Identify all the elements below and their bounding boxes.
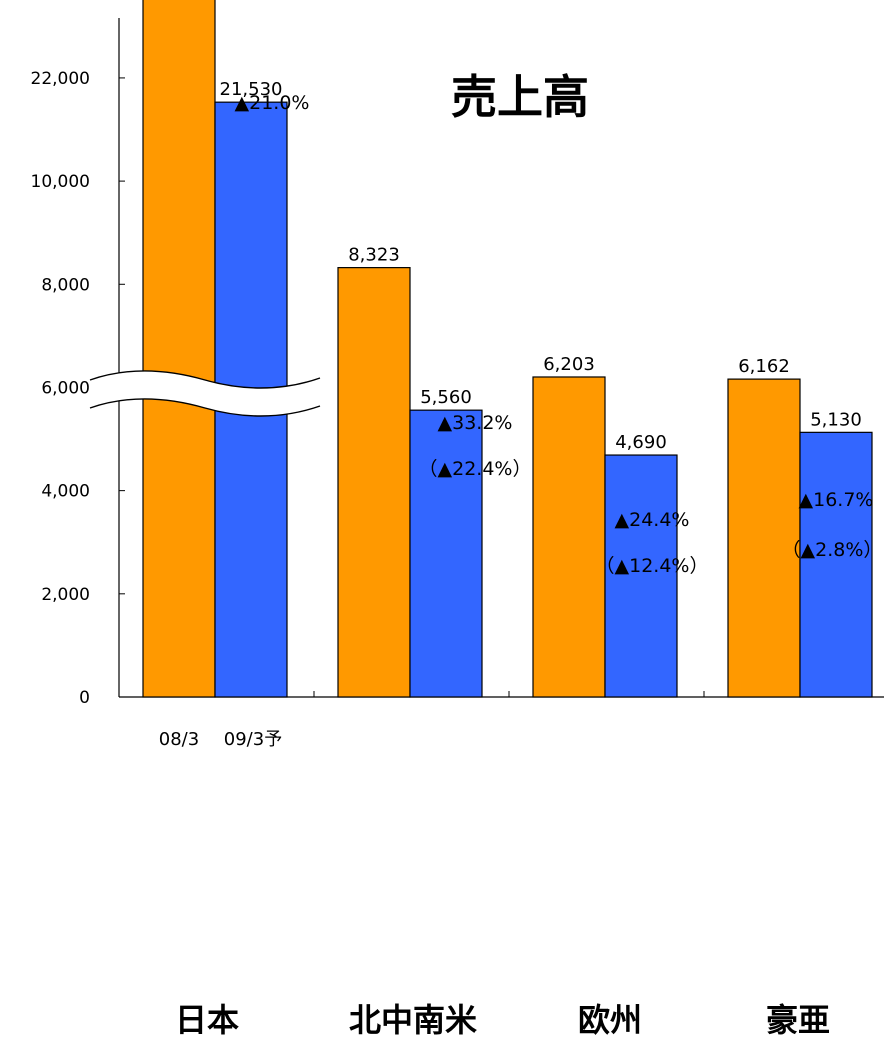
value-label: 8,323	[348, 245, 400, 266]
change-label-sub: （▲22.4%）	[419, 458, 532, 480]
change-label: ▲24.4%	[615, 509, 690, 531]
bar-prev	[142, 0, 216, 698]
category-label: 日本	[175, 1001, 239, 1039]
y-tick-label: 6,000	[41, 378, 90, 398]
axis-break	[89, 370, 321, 417]
y-tick-label: 2,000	[41, 585, 90, 605]
category-label: 豪亜	[766, 1001, 830, 1039]
bar-forecast	[799, 431, 873, 698]
bar-prev	[727, 378, 801, 698]
change-label: ▲33.2%	[438, 412, 513, 434]
chart-title: 売上高	[451, 70, 589, 124]
change-label-sub: （▲12.4%）	[596, 555, 709, 577]
change-labels: ▲21.0% ▲33.2% （▲22.4%） ▲24.4% （▲12.4%） ▲16.7%…	[235, 92, 883, 577]
change-label: ▲21.0%	[235, 92, 310, 114]
y-tick-label: 8,000	[41, 275, 90, 295]
y-tick-label: 0	[79, 688, 90, 708]
value-label: 6,162	[738, 356, 790, 377]
bar-prev	[337, 267, 411, 698]
value-label: 6,203	[543, 354, 595, 375]
value-label: 5,130	[810, 409, 862, 430]
value-label: 21,530	[220, 79, 283, 100]
value-label: 5,560	[420, 387, 472, 408]
category-label: 北中南米	[349, 1001, 477, 1039]
y-tick-label: 22,000	[31, 69, 90, 89]
axis-break-gap	[90, 370, 320, 416]
bar-forecast	[409, 409, 483, 698]
category-axis: 日本 北中南米 欧州 豪亜	[175, 1001, 830, 1039]
category-label: 欧州	[578, 1001, 642, 1039]
value-labels: 27,2598,3236,2036,16221,5305,5604,6905,1…	[220, 79, 862, 453]
y-tick-label: 4,000	[41, 482, 90, 502]
bar-prev	[532, 376, 606, 698]
y-tick-label: 10,000	[31, 172, 90, 192]
axis-break-line-upper	[89, 370, 321, 389]
value-label: 4,690	[615, 432, 667, 453]
y-axis: 02,0004,0006,0008,00010,00022,00024,0002…	[31, 18, 884, 708]
change-label-sub: （▲2.8%）	[782, 539, 883, 561]
change-label: ▲16.7%	[799, 489, 874, 511]
bar-forecast	[604, 454, 678, 698]
series-labels: 08/3 09/3予	[159, 729, 282, 750]
axis-break-line-lower	[89, 398, 321, 417]
series-label: 09/3予	[224, 729, 282, 750]
series-label: 08/3	[159, 729, 199, 750]
